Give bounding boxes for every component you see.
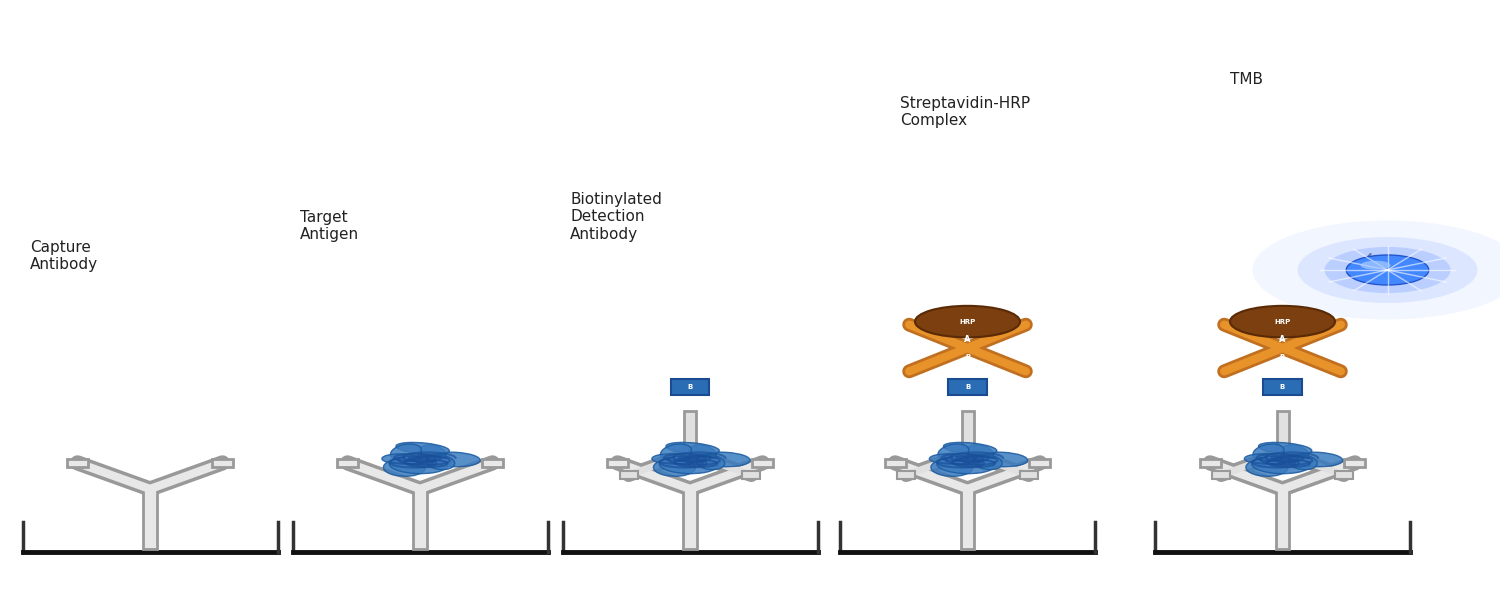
Bar xyxy=(742,472,760,479)
Bar xyxy=(1020,472,1038,479)
Ellipse shape xyxy=(932,459,974,476)
Text: Target
Antigen: Target Antigen xyxy=(300,210,358,242)
Ellipse shape xyxy=(660,456,717,473)
Ellipse shape xyxy=(938,456,994,473)
Ellipse shape xyxy=(966,445,993,461)
Ellipse shape xyxy=(652,454,688,464)
Ellipse shape xyxy=(938,444,969,461)
Text: Biotinylated
Detection
Antibody: Biotinylated Detection Antibody xyxy=(570,192,662,242)
Ellipse shape xyxy=(1252,444,1284,461)
Ellipse shape xyxy=(384,459,426,476)
Bar xyxy=(68,459,88,467)
Bar xyxy=(414,489,428,549)
Bar xyxy=(1276,411,1288,453)
Ellipse shape xyxy=(426,455,454,470)
Text: TMB: TMB xyxy=(1230,72,1263,87)
Ellipse shape xyxy=(698,452,750,467)
Ellipse shape xyxy=(382,454,418,464)
Ellipse shape xyxy=(1347,255,1428,285)
Bar xyxy=(962,489,975,549)
Bar xyxy=(897,472,915,479)
Bar xyxy=(1200,459,1221,467)
Ellipse shape xyxy=(1252,220,1500,319)
Ellipse shape xyxy=(974,455,1002,470)
Text: Capture
Antibody: Capture Antibody xyxy=(30,240,98,272)
Ellipse shape xyxy=(390,456,447,473)
Bar xyxy=(885,459,906,467)
Text: Streptavidin-HRP
Complex: Streptavidin-HRP Complex xyxy=(900,96,1030,128)
Ellipse shape xyxy=(1252,456,1310,473)
Bar xyxy=(620,472,638,479)
Ellipse shape xyxy=(1360,260,1390,269)
Ellipse shape xyxy=(975,452,1028,467)
Ellipse shape xyxy=(1281,445,1308,461)
Ellipse shape xyxy=(419,445,446,461)
Bar xyxy=(962,411,974,453)
Bar xyxy=(211,459,232,467)
Text: B: B xyxy=(964,354,970,360)
Bar xyxy=(1335,472,1353,479)
Bar xyxy=(1344,459,1365,467)
Bar xyxy=(682,489,696,549)
Ellipse shape xyxy=(1258,442,1312,455)
Ellipse shape xyxy=(1288,455,1317,470)
Bar xyxy=(608,459,628,467)
Text: HRP: HRP xyxy=(960,319,975,325)
Bar xyxy=(1212,472,1230,479)
Bar xyxy=(1029,459,1050,467)
Text: A: A xyxy=(964,335,970,343)
Text: B: B xyxy=(964,384,970,390)
Ellipse shape xyxy=(944,442,998,455)
Ellipse shape xyxy=(688,445,715,461)
Text: B: B xyxy=(1280,354,1286,360)
Bar xyxy=(684,411,696,453)
Ellipse shape xyxy=(660,444,692,461)
Ellipse shape xyxy=(396,442,450,455)
Text: B: B xyxy=(1280,384,1286,390)
Ellipse shape xyxy=(915,306,1020,337)
Bar xyxy=(144,489,156,549)
Bar xyxy=(338,459,358,467)
Ellipse shape xyxy=(1324,247,1450,293)
Ellipse shape xyxy=(1298,237,1478,303)
Ellipse shape xyxy=(930,454,966,464)
Ellipse shape xyxy=(1245,454,1281,464)
Ellipse shape xyxy=(1230,306,1335,337)
Ellipse shape xyxy=(390,444,422,461)
Ellipse shape xyxy=(1246,459,1288,476)
Bar xyxy=(482,459,502,467)
Text: B: B xyxy=(687,384,693,390)
Text: A: A xyxy=(1280,335,1286,343)
Bar xyxy=(1275,489,1288,549)
Ellipse shape xyxy=(1290,452,1342,467)
Ellipse shape xyxy=(654,459,696,476)
Ellipse shape xyxy=(666,442,720,455)
Text: HRP: HRP xyxy=(1275,319,1290,325)
Bar xyxy=(752,459,772,467)
Ellipse shape xyxy=(427,452,480,467)
Ellipse shape xyxy=(696,455,724,470)
